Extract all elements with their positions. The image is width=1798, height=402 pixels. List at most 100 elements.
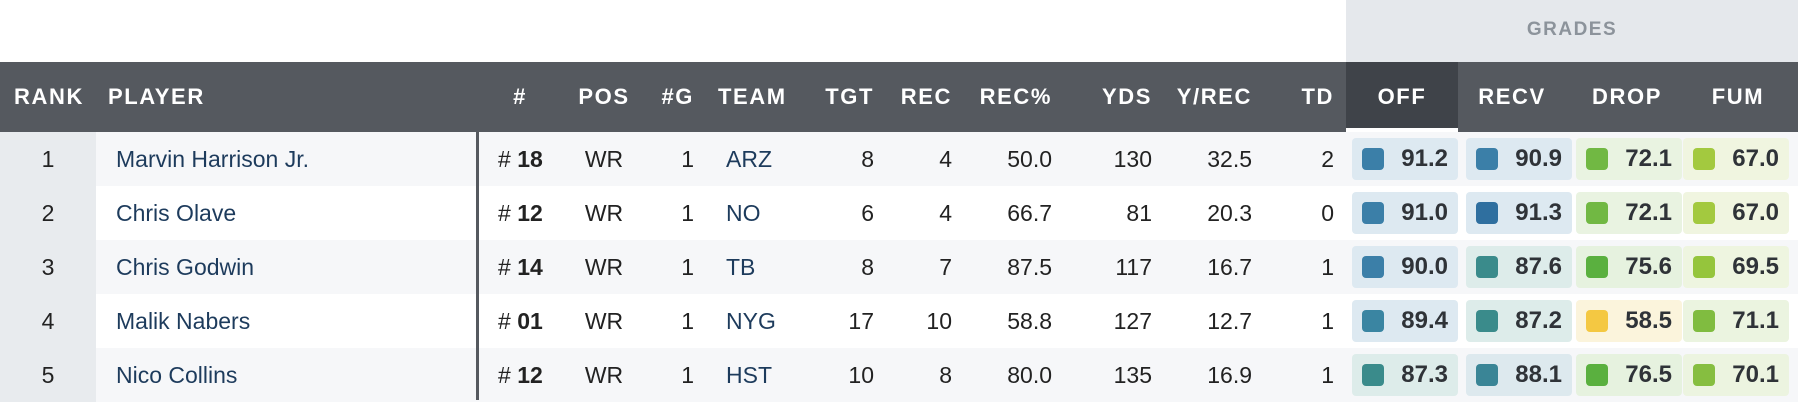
fum-grade-value: 69.5 [1732,253,1779,280]
grade-swatch-icon [1476,364,1498,386]
player-name-link[interactable]: Malik Nabers [116,308,251,334]
recv-grade-value: 88.1 [1515,361,1562,388]
drop-grade-cell: 72.1 [1576,138,1682,180]
yards-per-rec-value: 12.7 [1207,308,1252,334]
grade-swatch-icon [1693,148,1715,170]
table-row[interactable]: 5 Nico Collins # 12 WR 1 HST 10 8 80.0 135 16.9 1 87… [0,348,1798,402]
rank-cell-bg [0,132,96,186]
drop-grade-cell: 58.5 [1576,300,1682,342]
yards-per-rec-value: 32.5 [1207,146,1252,172]
col-header-yds[interactable]: YDS [1101,84,1152,109]
team-link[interactable]: NO [726,200,761,226]
grade-swatch-icon [1476,148,1498,170]
jersey-number: 12 [517,200,543,226]
drop-grade-cell: 75.6 [1576,246,1682,288]
grade-swatch-icon [1693,202,1715,224]
jersey-number: 18 [517,146,543,172]
grade-swatch-icon [1362,148,1384,170]
position-value: WR [584,362,624,388]
touchdowns-value: 1 [1321,308,1334,334]
col-header-games[interactable]: #G [661,84,694,109]
recv-grade-value: 87.2 [1515,307,1562,334]
rec-pct-value: 66.7 [1007,200,1052,226]
fum-grade-value: 71.1 [1732,307,1779,334]
player-name-link[interactable]: Chris Godwin [116,254,255,280]
receptions-value: 10 [926,308,952,334]
team-link[interactable]: TB [726,254,756,280]
jersey-number: 12 [517,362,543,388]
off-grade-cell: 91.0 [1352,192,1458,234]
col-header-fum-grade[interactable]: FUM [1711,84,1765,109]
recv-grade-cell: 88.1 [1466,354,1572,396]
table-row[interactable]: 4 Malik Nabers # 01 WR 1 NYG 17 10 58.8 127 12.7 1 8… [0,294,1798,348]
column-divider [476,62,479,400]
col-header-recv-grade[interactable]: RECV [1478,84,1546,109]
drop-grade-cell: 76.5 [1576,354,1682,396]
grade-swatch-icon [1586,202,1608,224]
recv-grade-value: 91.3 [1515,199,1562,226]
team-link[interactable]: ARZ [726,146,772,172]
player-name-link[interactable]: Chris Olave [116,200,237,226]
col-header-number[interactable]: # [513,84,527,109]
col-header-pos[interactable]: POS [578,84,630,109]
grade-swatch-icon [1586,364,1608,386]
drop-grade-cell: 72.1 [1576,192,1682,234]
targets-value: 8 [861,146,874,172]
games-value: 1 [681,254,694,280]
fum-grade-cell: 69.5 [1683,246,1789,288]
recv-grade-cell: 87.6 [1466,246,1572,288]
col-header-rec-pct[interactable]: REC% [979,84,1052,109]
jersey-number: 01 [517,308,543,334]
rank-value: 2 [41,200,55,226]
jersey-hash: # [498,146,511,172]
fum-grade-value: 67.0 [1732,145,1779,172]
col-header-player[interactable]: PLAYER [108,84,205,109]
yards-value: 130 [1113,146,1152,172]
drop-grade-value: 58.5 [1625,307,1672,334]
jersey-hash: # [498,200,511,226]
position-value: WR [584,146,624,172]
grade-swatch-icon [1586,310,1608,332]
targets-value: 10 [848,362,874,388]
col-header-rec[interactable]: REC [900,84,952,109]
table-row[interactable]: 1 Marvin Harrison Jr. # 18 WR 1 ARZ 8 4 50.0 130 3… [0,132,1798,186]
player-name-link[interactable]: Marvin Harrison Jr. [116,146,309,172]
yards-value: 81 [1126,200,1152,226]
grade-swatch-icon [1362,364,1384,386]
table-row[interactable]: 2 Chris Olave # 12 WR 1 NO 6 4 66.7 81 20.3 0 91.0 91… [0,186,1798,240]
receptions-value: 7 [939,254,952,280]
table-row[interactable]: 3 Chris Godwin # 14 WR 1 TB 8 7 87.5 117 16.7 1 90.0… [0,240,1798,294]
rec-pct-value: 80.0 [1007,362,1052,388]
sort-underline [1346,128,1458,132]
receptions-value: 8 [939,362,952,388]
off-grade-value: 87.3 [1401,361,1448,388]
recv-grade-value: 90.9 [1515,145,1562,172]
col-header-rank[interactable]: RANK [14,84,84,109]
grade-swatch-icon [1476,256,1498,278]
rank-cell-bg [0,294,96,348]
recv-grade-cell: 90.9 [1466,138,1572,180]
active-sort-indicator [1346,62,1458,132]
receptions-value: 4 [939,200,952,226]
targets-value: 17 [848,308,874,334]
yards-per-rec-value: 20.3 [1207,200,1252,226]
off-grade-value: 91.2 [1401,145,1448,172]
team-link[interactable]: HST [726,362,772,388]
grade-swatch-icon [1693,256,1715,278]
col-header-drop-grade[interactable]: DROP [1592,84,1662,109]
col-header-team[interactable]: TEAM [718,84,787,109]
team-link[interactable]: NYG [726,308,776,334]
grade-swatch-icon [1362,256,1384,278]
col-header-td[interactable]: TD [1301,84,1334,109]
rec-pct-value: 50.0 [1007,146,1052,172]
player-name-link[interactable]: Nico Collins [116,362,238,388]
off-grade-cell: 91.2 [1352,138,1458,180]
position-value: WR [584,308,624,334]
fum-grade-cell: 67.0 [1683,138,1789,180]
drop-grade-value: 76.5 [1625,361,1672,388]
col-header-y-rec[interactable]: Y/REC [1176,84,1252,109]
col-header-tgt[interactable]: TGT [825,84,874,109]
jersey-hash: # [498,362,511,388]
col-header-off-grade[interactable]: OFF [1377,84,1427,109]
drop-grade-value: 75.6 [1625,253,1672,280]
